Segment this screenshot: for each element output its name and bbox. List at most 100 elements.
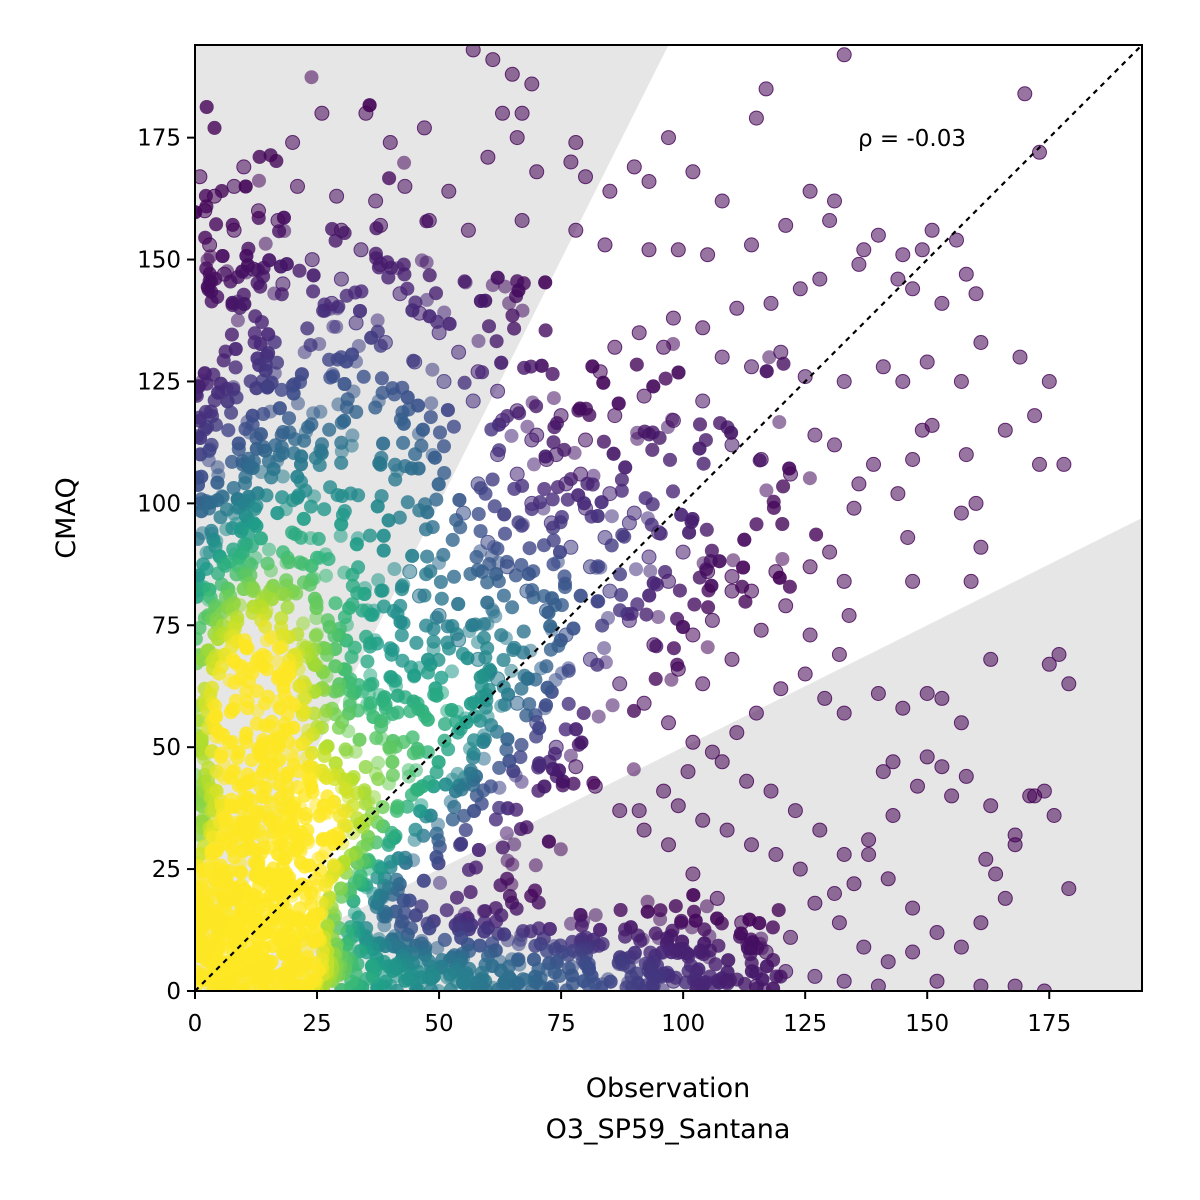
density-point [664, 672, 679, 687]
density-point [504, 428, 519, 443]
density-point [267, 335, 282, 350]
density-point [429, 688, 444, 703]
density-point [438, 717, 452, 732]
density-point [199, 376, 214, 391]
density-point [604, 509, 619, 524]
density-point [568, 722, 583, 737]
density-point [494, 355, 509, 370]
density-point [736, 560, 751, 575]
density-point [648, 671, 663, 686]
density-point [304, 499, 318, 514]
density-point [376, 436, 391, 451]
density-point [612, 957, 626, 972]
density-point [516, 624, 531, 639]
density-point [282, 411, 296, 426]
density-point [540, 944, 554, 958]
density-point [221, 423, 236, 438]
density-point [381, 270, 396, 285]
density-point [252, 173, 266, 188]
density-point [330, 488, 345, 503]
density-point [463, 567, 478, 581]
density-point [333, 528, 348, 543]
density-point [262, 719, 277, 734]
density-point [471, 334, 486, 348]
density-point [411, 426, 426, 441]
density-point [497, 507, 512, 522]
density-point [419, 618, 434, 633]
density-point [260, 380, 275, 395]
density-point [672, 583, 687, 598]
density-point [442, 316, 457, 331]
density-point [489, 334, 504, 349]
density-point [585, 477, 600, 492]
density-point [699, 899, 714, 914]
density-point [385, 755, 400, 770]
density-point [499, 826, 514, 841]
density-point [253, 279, 268, 294]
density-point [401, 763, 416, 778]
density-point [238, 179, 253, 194]
plot-area [195, 45, 1142, 991]
density-point [714, 916, 729, 931]
density-point [651, 610, 666, 624]
density-point [571, 737, 586, 752]
density-point [195, 388, 204, 403]
density-point [215, 490, 230, 504]
density-point [614, 587, 629, 602]
density-point [400, 495, 415, 510]
density-point [409, 635, 424, 650]
density-point [224, 405, 239, 420]
density-point [618, 460, 633, 475]
density-point [766, 494, 781, 509]
density-point [274, 382, 289, 397]
density-point [334, 415, 349, 430]
density-point [646, 379, 661, 394]
density-point [293, 375, 307, 390]
density-point [430, 941, 445, 955]
density-point [590, 594, 605, 609]
density-point [405, 548, 420, 563]
density-point [507, 837, 522, 852]
density-point [420, 712, 435, 727]
density-point [249, 716, 264, 731]
density-point [306, 284, 321, 299]
density-point [621, 975, 636, 990]
density-point [528, 938, 543, 953]
density-point [238, 476, 252, 491]
density-point [633, 933, 648, 948]
density-point [684, 514, 699, 529]
density-point [368, 400, 383, 415]
density-point [349, 537, 364, 552]
density-point [775, 517, 790, 531]
density-point [306, 268, 321, 283]
density-point [493, 878, 508, 893]
density-point [564, 916, 578, 931]
density-point [693, 417, 707, 432]
density-point [300, 321, 315, 336]
density-point [571, 403, 586, 418]
density-point [507, 481, 522, 496]
density-point [333, 881, 348, 896]
density-point [279, 257, 294, 272]
density-point [513, 822, 528, 836]
density-point [458, 275, 473, 290]
density-point [500, 853, 515, 868]
density-point [477, 924, 492, 939]
density-point [502, 296, 517, 311]
density-point [446, 419, 461, 434]
density-point [297, 345, 312, 360]
density-point [537, 538, 551, 553]
density-point [539, 698, 553, 713]
density-point [272, 401, 287, 416]
density-point [558, 580, 572, 595]
density-point [445, 812, 460, 827]
density-point [322, 422, 337, 437]
density-point [345, 578, 360, 593]
density-point [682, 525, 697, 540]
density-point [269, 154, 284, 168]
density-point [467, 733, 481, 748]
density-point [216, 353, 231, 368]
density-point [421, 665, 435, 680]
density-point [381, 513, 396, 528]
